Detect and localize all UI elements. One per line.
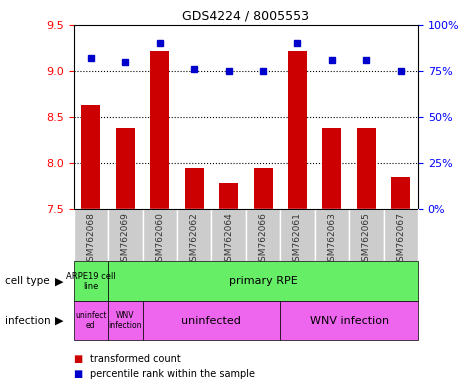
Text: uninfected: uninfected: [181, 316, 241, 326]
Text: ARPE19 cell
line: ARPE19 cell line: [66, 271, 116, 291]
Bar: [314, 209, 349, 261]
Bar: [391, 177, 410, 209]
Text: GSM762068: GSM762068: [86, 212, 95, 267]
Bar: [323, 128, 342, 209]
Text: GSM762066: GSM762066: [258, 212, 267, 267]
Bar: [349, 209, 384, 261]
Text: primary RPE: primary RPE: [228, 276, 297, 286]
Text: GSM762060: GSM762060: [155, 212, 164, 267]
Bar: [357, 128, 376, 209]
Bar: [116, 128, 135, 209]
Bar: [280, 301, 418, 340]
Bar: [74, 261, 108, 301]
Text: WNV
infection: WNV infection: [108, 311, 142, 330]
Bar: [254, 168, 273, 209]
Text: ▶: ▶: [55, 316, 63, 326]
Bar: [185, 168, 204, 209]
Text: uninfect
ed: uninfect ed: [75, 311, 106, 330]
Text: GSM762062: GSM762062: [190, 212, 199, 266]
Text: GSM762067: GSM762067: [396, 212, 405, 267]
Text: GSM762063: GSM762063: [327, 212, 336, 267]
Text: cell type: cell type: [5, 276, 49, 286]
Text: ▶: ▶: [55, 276, 63, 286]
Text: infection: infection: [5, 316, 50, 326]
Text: transformed count: transformed count: [90, 354, 181, 364]
Bar: [108, 301, 142, 340]
Bar: [142, 301, 280, 340]
Bar: [288, 51, 307, 209]
Bar: [74, 301, 108, 340]
Text: WNV infection: WNV infection: [310, 316, 389, 326]
Text: percentile rank within the sample: percentile rank within the sample: [90, 369, 255, 379]
Bar: [280, 209, 314, 261]
Bar: [384, 209, 418, 261]
Text: ■: ■: [74, 354, 83, 364]
Bar: [81, 105, 100, 209]
Text: GSM762065: GSM762065: [362, 212, 371, 267]
Bar: [74, 209, 108, 261]
Text: GSM762069: GSM762069: [121, 212, 130, 267]
Title: GDS4224 / 8005553: GDS4224 / 8005553: [182, 9, 309, 22]
Text: GSM762061: GSM762061: [293, 212, 302, 267]
Bar: [150, 51, 169, 209]
Bar: [246, 209, 280, 261]
Bar: [142, 209, 177, 261]
Bar: [211, 209, 246, 261]
Bar: [108, 209, 142, 261]
Bar: [219, 184, 238, 209]
Text: ■: ■: [74, 369, 83, 379]
Bar: [177, 209, 211, 261]
Text: GSM762064: GSM762064: [224, 212, 233, 266]
